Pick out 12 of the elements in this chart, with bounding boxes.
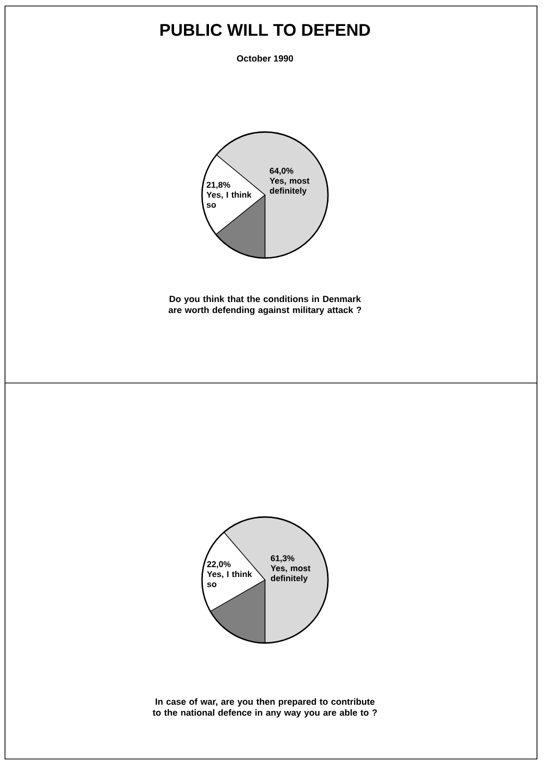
text: In case of war, are you then prepared to contribute to the national defence in any way you are able to ? [152, 698, 377, 718]
chart-title: PUBLIC WILL TO DEFEND [160, 24, 370, 36]
legend-label: Yes, most definitely [270, 565, 310, 583]
slice-label: Yes, I think so [206, 192, 252, 208]
slice-label: Yes, most definitely [270, 178, 310, 196]
data-label: 21,8% [206, 182, 230, 190]
chart-subtitle: October 1990 [236, 54, 294, 62]
data-label: 64,0% [270, 168, 294, 176]
slice-label: Yes, I think so [206, 570, 252, 588]
data-label: 61,3% [270, 555, 294, 562]
data-label: 22,0% [207, 561, 231, 568]
text: Do you think that the conditions in Denmark are worth defending against military attack ? [168, 296, 362, 315]
